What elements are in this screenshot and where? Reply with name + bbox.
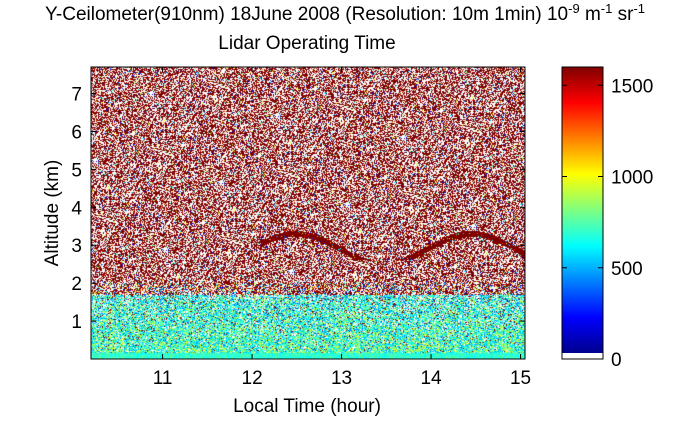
- heatmap-image: [91, 67, 525, 359]
- colorbar-gradient: [562, 67, 603, 353]
- y-tick-label: 5: [71, 160, 82, 181]
- y-axis-ticks: 1 2 3 4 5 6 7: [71, 85, 525, 333]
- y-tick-label: 3: [71, 236, 82, 257]
- y-tick-label: 6: [71, 122, 82, 143]
- colorbar-frame: [561, 66, 604, 360]
- colorbar-tick-label: 500: [611, 259, 643, 280]
- chart-subtitle: Lidar Operating Time: [218, 33, 395, 54]
- y-axis-label: Altitude (km): [42, 160, 63, 267]
- colorbar-tick-label: 0: [611, 350, 622, 371]
- chart-title: Y-Ceilometer(910nm) 18June 2008 (Resolut…: [45, 1, 645, 25]
- colorbar-tick-label: 1000: [611, 168, 653, 189]
- x-tick-label: 13: [331, 368, 352, 389]
- x-tick-label: 12: [242, 368, 263, 389]
- y-tick-label: 7: [71, 85, 82, 106]
- x-tick-label: 11: [153, 368, 173, 389]
- x-axis-label: Local Time (hour): [233, 396, 381, 417]
- y-tick-label: 1: [71, 312, 82, 333]
- y-tick-label: 4: [71, 198, 82, 219]
- plot-frame: [90, 66, 526, 360]
- colorbar-tick-label: 1500: [611, 76, 653, 97]
- x-tick-label: 14: [420, 368, 442, 389]
- x-axis-ticks: 11 12 13 14 15: [153, 67, 531, 389]
- colorbar-min-swatch: [562, 353, 603, 359]
- y-tick-label: 2: [71, 274, 82, 295]
- x-tick-label: 15: [510, 368, 531, 389]
- colorbar-ticks: 0 500 1000 1500: [562, 76, 653, 371]
